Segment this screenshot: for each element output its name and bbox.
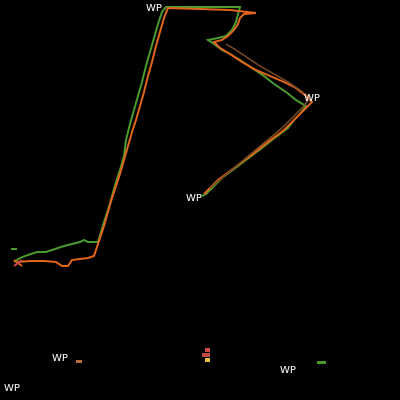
unit-marker-green-icon[interactable] [317,361,326,364]
waypoint-label: WP [280,365,296,376]
brown-track [209,43,312,189]
green-fragment-icon [11,248,17,250]
green-track [13,6,308,263]
waypoint-label: WP [4,383,20,394]
orange-track [17,6,314,267]
unit-marker-icon[interactable] [202,348,210,362]
waypoint-label: WP [52,353,68,364]
waypoint-label: WP [186,193,202,204]
waypoint-label: WP [146,3,162,14]
waypoint-label: WP [304,93,320,104]
start-marker-icon[interactable] [13,259,23,267]
unit-marker-small-icon[interactable] [76,360,82,363]
